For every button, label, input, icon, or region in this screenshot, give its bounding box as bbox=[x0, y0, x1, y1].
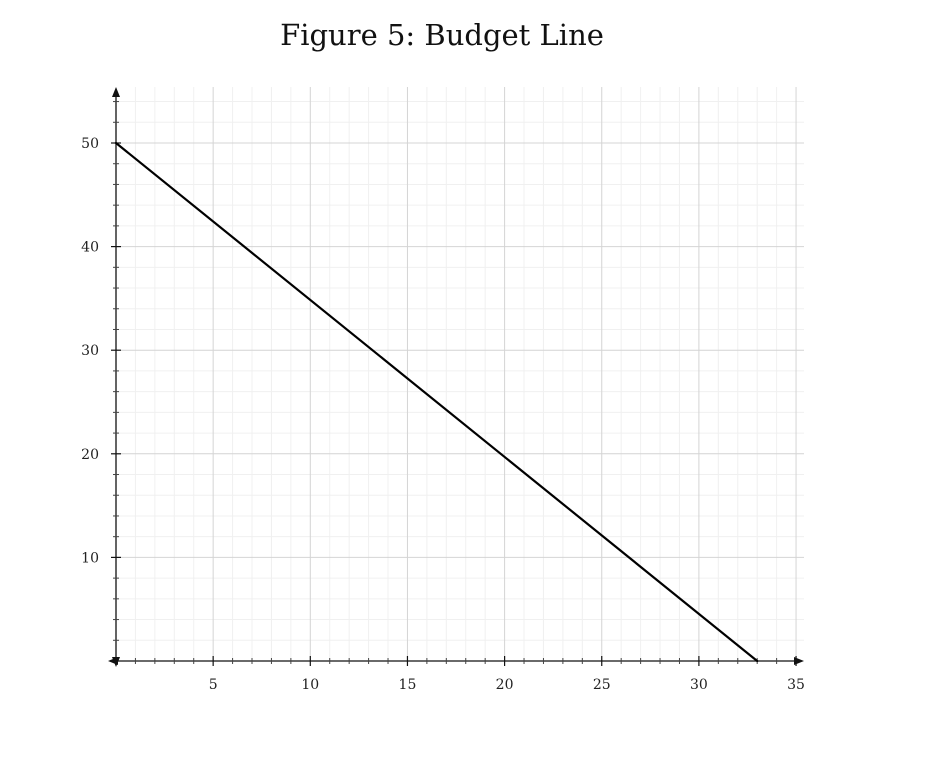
budget-line bbox=[114, 141, 759, 663]
y-tick-label: 40 bbox=[81, 240, 99, 256]
y-axis-arrow-down bbox=[112, 657, 120, 667]
tick-marks bbox=[111, 101, 797, 666]
x-tick-label: 10 bbox=[301, 677, 319, 693]
y-axis-arrow-up bbox=[112, 87, 120, 97]
x-tick-label: 5 bbox=[209, 677, 218, 693]
y-tick-label: 10 bbox=[81, 550, 99, 566]
x-tick-label: 35 bbox=[787, 677, 805, 693]
tick-labels: 5 10 15 20 25 30 35 10 20 30 40 50 bbox=[81, 136, 805, 693]
grid bbox=[116, 87, 804, 661]
y-tick-label: 50 bbox=[81, 136, 99, 152]
series bbox=[114, 141, 759, 663]
y-tick-label: 20 bbox=[81, 447, 99, 463]
chart-title: Figure 5: Budget Line bbox=[280, 18, 604, 52]
x-tick-label: 30 bbox=[690, 677, 708, 693]
axes bbox=[108, 87, 804, 667]
x-tick-label: 15 bbox=[399, 677, 417, 693]
y-tick-label: 30 bbox=[81, 343, 99, 359]
x-tick-label: 25 bbox=[593, 677, 611, 693]
x-tick-label: 20 bbox=[496, 677, 514, 693]
